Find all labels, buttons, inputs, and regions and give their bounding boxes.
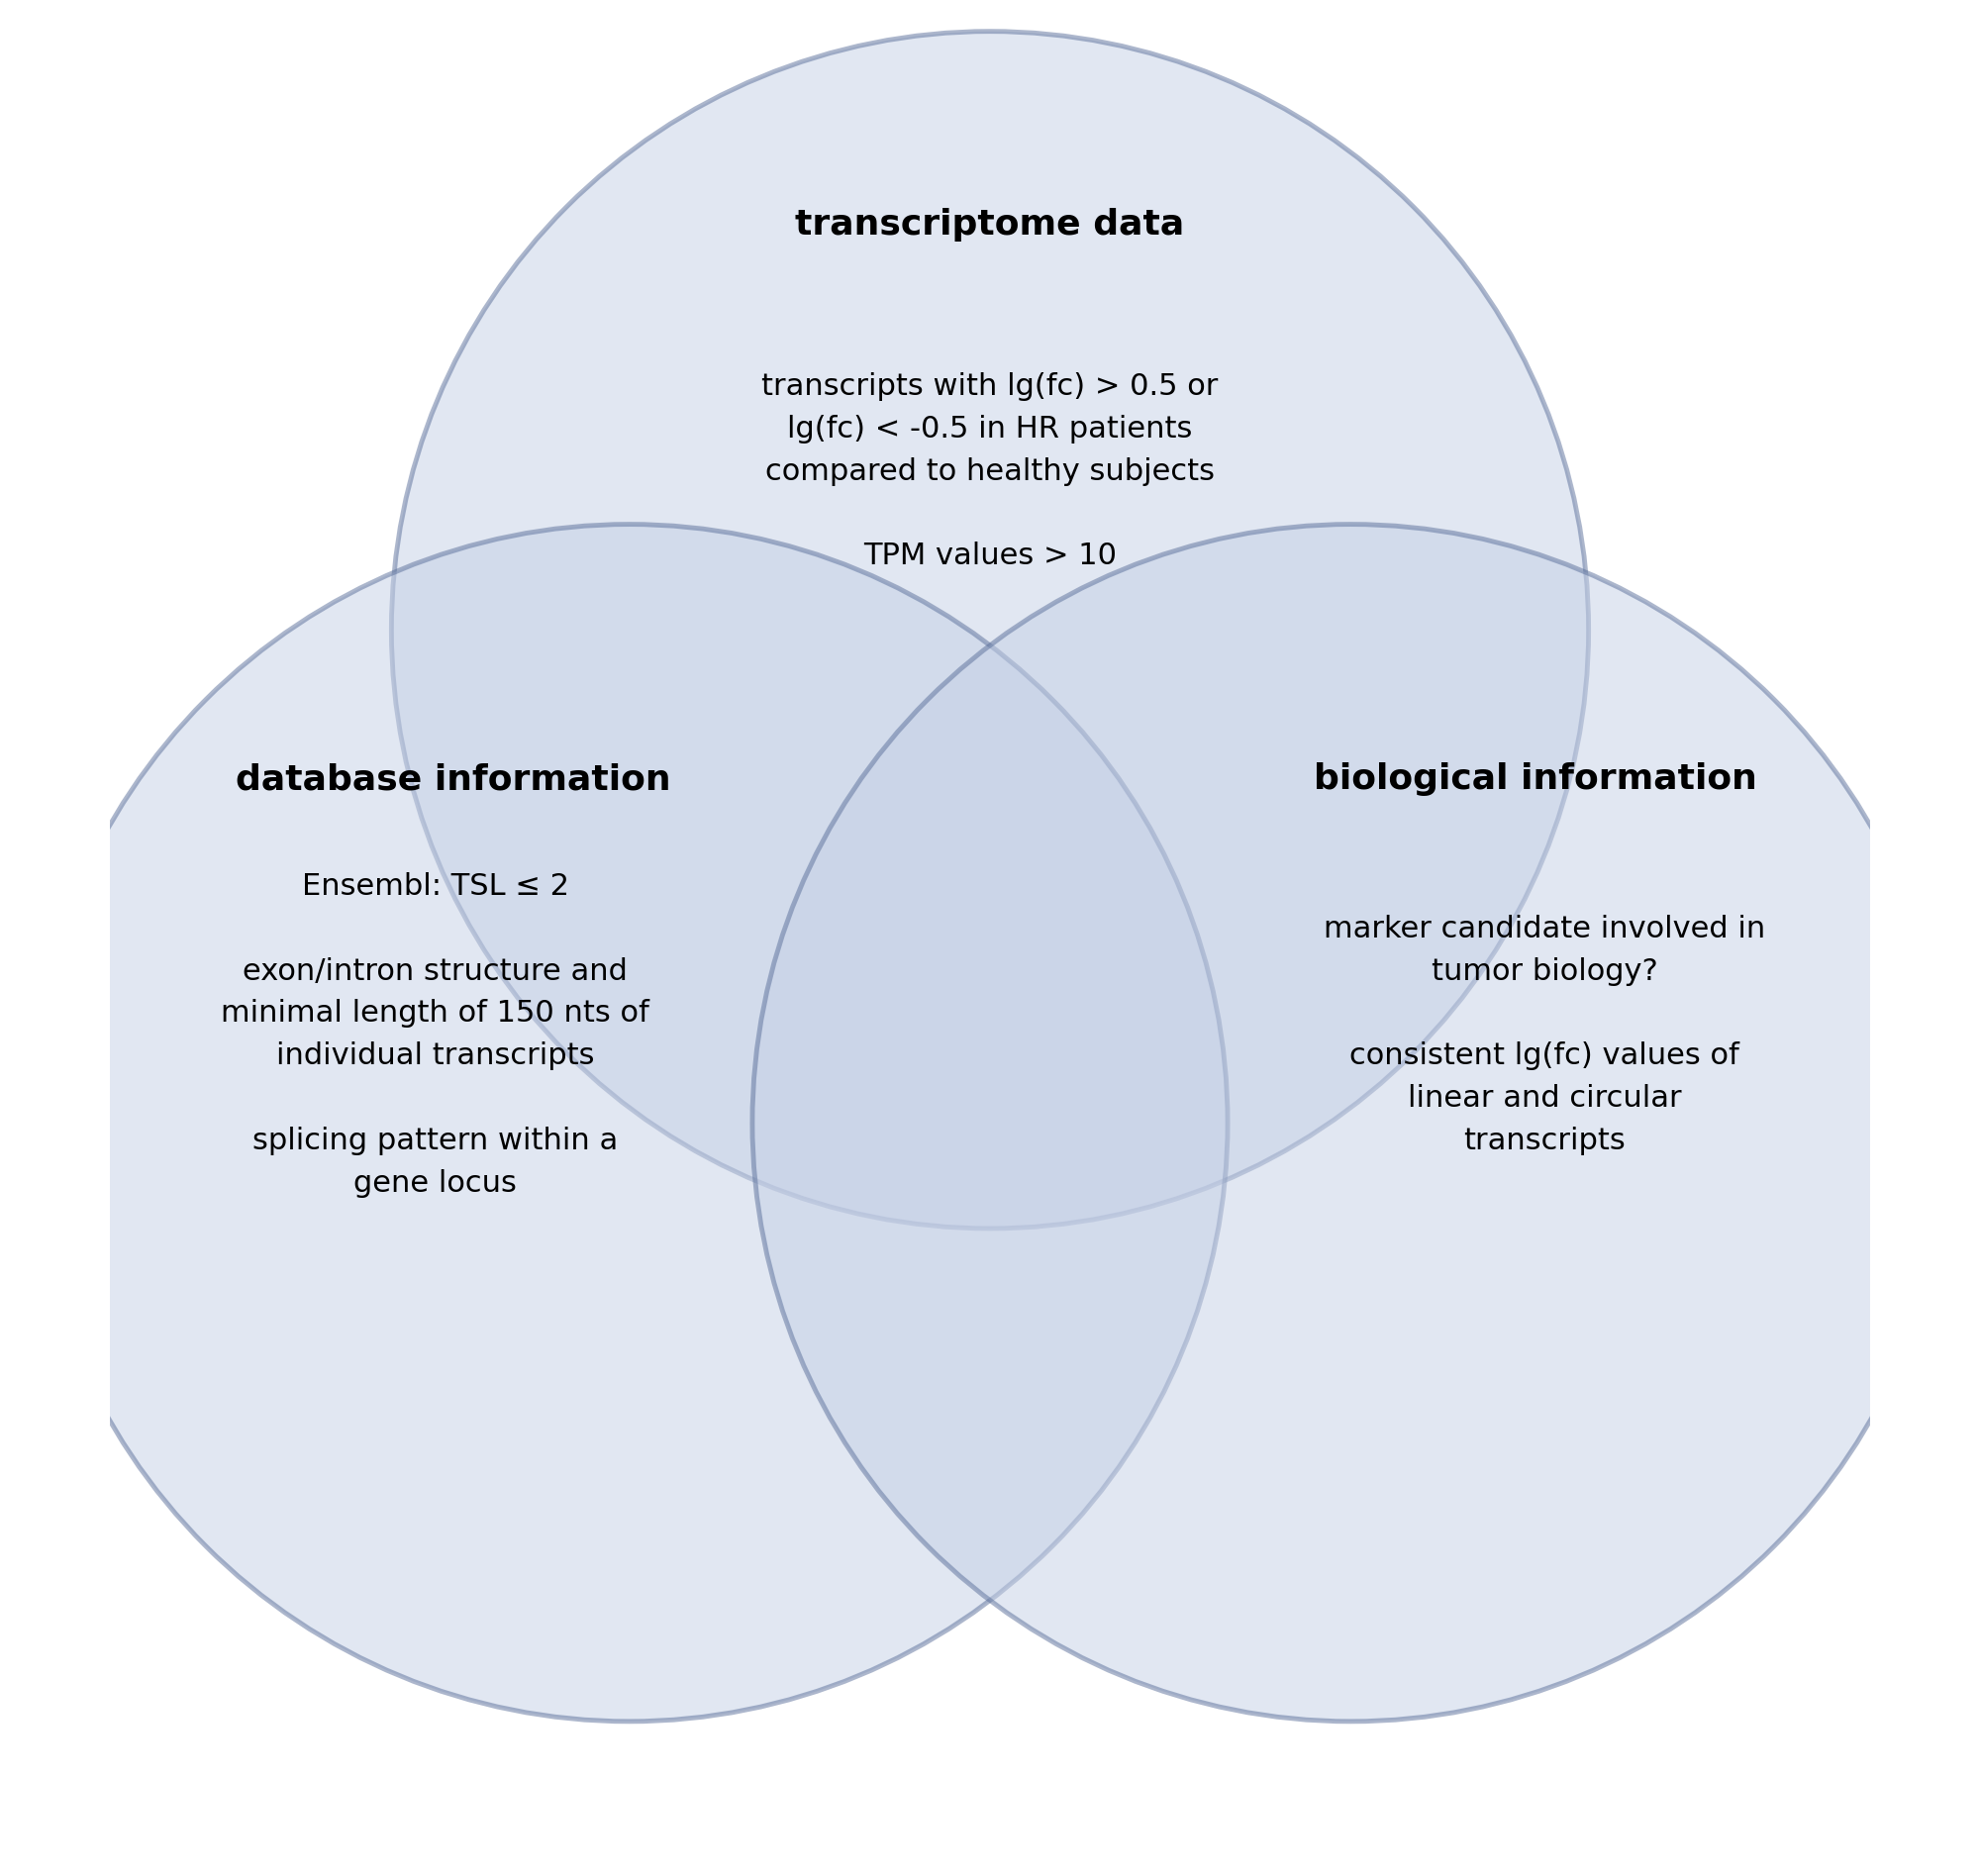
Text: transcriptome data: transcriptome data	[796, 208, 1184, 242]
Text: Ensembl: TSL ≤ 2

exon/intron structure and
minimal length of 150 nts of
individ: Ensembl: TSL ≤ 2 exon/intron structure a…	[222, 872, 649, 1197]
Text: marker candidate involved in
tumor biology?

consistent lg(fc) values of
linear : marker candidate involved in tumor biolo…	[1325, 914, 1766, 1156]
Text: biological information: biological information	[1315, 764, 1758, 797]
Circle shape	[30, 523, 1228, 1722]
Text: database information: database information	[236, 764, 671, 797]
Circle shape	[392, 32, 1588, 1229]
Text: transcripts with lg(fc) > 0.5 or
lg(fc) < -0.5 in HR patients
compared to health: transcripts with lg(fc) > 0.5 or lg(fc) …	[762, 371, 1218, 570]
Circle shape	[752, 523, 1950, 1722]
